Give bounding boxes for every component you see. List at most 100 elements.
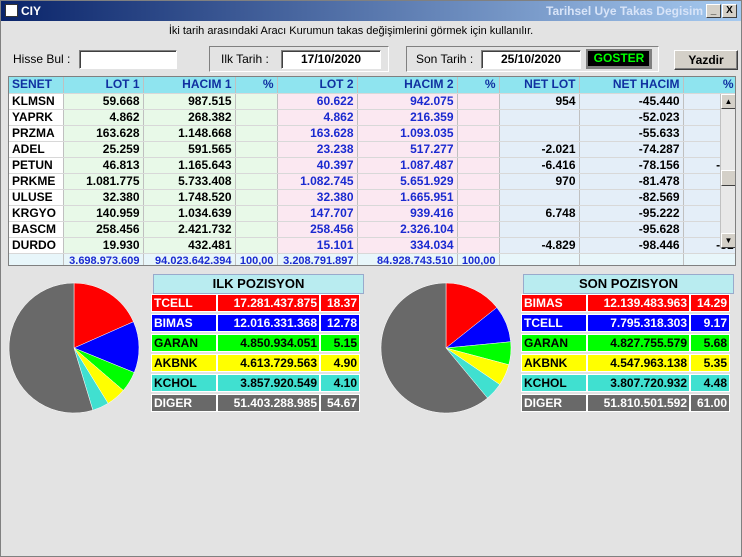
table-row[interactable]: PRZMA 163.628 1.148.668 163.628 1.093.035 -55…: [9, 125, 735, 142]
table-row[interactable]: PETUN 46.813 1.165.643 40.397 1.087.487 -6.41…: [9, 157, 735, 174]
position-pct: 4.48: [690, 374, 730, 392]
position-amount: 4.613.729.563: [217, 354, 320, 372]
son-pozisyon-pie: [380, 282, 512, 414]
grid-cell: -2.021: [499, 141, 580, 158]
grid-cell: [235, 93, 278, 110]
grid-cell: 1.087.487: [357, 157, 458, 174]
grid-header-cell[interactable]: SENET: [9, 77, 64, 94]
position-pct: 5.68: [690, 334, 730, 352]
table-row[interactable]: KRGYO 140.959 1.034.639 147.707 939.416 6.748…: [9, 205, 735, 222]
grid-cell: KRGYO: [9, 205, 64, 222]
grid-cell: [235, 125, 278, 142]
grid-header-cell[interactable]: LOT 2: [277, 77, 358, 94]
grid-header-cell[interactable]: %: [683, 77, 735, 94]
grid-cell: 4.862: [277, 109, 358, 126]
position-code: AKBNK: [521, 354, 587, 372]
total-cell: 94.023.642.394: [143, 253, 236, 265]
grid-cell: 32.380: [277, 189, 358, 206]
grid-cell: [457, 109, 500, 126]
pie-slice-diger: [8, 282, 94, 414]
position-row: DIGER 51.810.501.592 61.00: [521, 394, 730, 412]
position-code: GARAN: [521, 334, 587, 352]
position-pct: 12.78: [320, 314, 360, 332]
grid-cell: 258.456: [63, 221, 144, 238]
position-row: AKBNK 4.613.729.563 4.90: [151, 354, 360, 372]
table-row[interactable]: YAPRK 4.862 268.382 4.862 216.359 -52.023: [9, 109, 735, 126]
grid-body: KLMSN 59.668 987.515 60.622 942.075 954 -45.44…: [9, 93, 735, 265]
grid-cell: [235, 205, 278, 222]
position-pct: 4.90: [320, 354, 360, 372]
title-bar[interactable]: CIY Tarihsel Uye Takas Degisim _ X: [1, 1, 741, 21]
grid-cell: 147.707: [277, 205, 358, 222]
grid-cell: -81.478: [579, 173, 684, 190]
grid-header-cell[interactable]: HACIM 2: [357, 77, 458, 94]
grid-cell: [457, 205, 500, 222]
grid-cell: DURDO: [9, 237, 64, 254]
grid-header-cell[interactable]: %: [235, 77, 278, 94]
scroll-down-icon[interactable]: ▼: [721, 233, 735, 248]
grid-cell: 59.668: [63, 93, 144, 110]
table-row[interactable]: ULUSE 32.380 1.748.520 32.380 1.665.951 -82.5…: [9, 189, 735, 206]
goster-button[interactable]: GOSTER: [586, 49, 652, 69]
son-date-input[interactable]: 25/10/2020: [481, 50, 581, 69]
position-code: GARAN: [151, 334, 217, 352]
hisse-search-input[interactable]: [79, 50, 177, 69]
grid-header-cell[interactable]: %: [457, 77, 500, 94]
minimize-button[interactable]: _: [706, 4, 721, 18]
grid-cell: [235, 189, 278, 206]
grid-cell: 19.930: [63, 237, 144, 254]
total-cell: [579, 253, 684, 265]
table-row[interactable]: KLMSN 59.668 987.515 60.622 942.075 954 -45.44…: [9, 93, 735, 110]
position-pct: 9.17: [690, 314, 730, 332]
grid-cell: 1.148.668: [143, 125, 236, 142]
app-icon[interactable]: [5, 4, 18, 17]
grid-cell: [499, 189, 580, 206]
grid-cell: 987.515: [143, 93, 236, 110]
grid-cell: -95.222: [579, 205, 684, 222]
grid-cell: 517.277: [357, 141, 458, 158]
grid-cell: [457, 173, 500, 190]
pie-slice-diger: [380, 282, 488, 414]
grid-header-cell[interactable]: LOT 1: [63, 77, 144, 94]
grid-cell: -74.287: [579, 141, 684, 158]
app-name: CIY: [21, 4, 42, 18]
grid-cell: 6.748: [499, 205, 580, 222]
ilk-date-group: [209, 46, 389, 72]
table-row[interactable]: DURDO 19.930 432.481 15.101 334.034 -4.829 -98…: [9, 237, 735, 254]
yazdir-button[interactable]: Yazdir: [674, 50, 738, 70]
takas-grid[interactable]: SENET LOT 1 HACIM 1% LOT 2 HACIM 2% NET LOT NE…: [8, 76, 736, 266]
ilk-pozisyon-pie: [8, 282, 140, 414]
position-row: BIMAS 12.139.483.963 14.29: [521, 294, 730, 312]
grid-cell: [457, 237, 500, 254]
grid-header-cell[interactable]: NET LOT: [499, 77, 580, 94]
grid-cell: [499, 109, 580, 126]
grid-cell: [235, 141, 278, 158]
grid-scrollbar[interactable]: ▲ ▼: [720, 94, 735, 248]
ilk-date-input[interactable]: 17/10/2020: [281, 50, 381, 69]
grid-cell: -95.628: [579, 221, 684, 238]
scroll-thumb[interactable]: [721, 170, 735, 186]
scroll-up-icon[interactable]: ▲: [721, 94, 735, 109]
grid-cell: 1.093.035: [357, 125, 458, 142]
close-button[interactable]: X: [722, 4, 737, 18]
grid-cell: 25.259: [63, 141, 144, 158]
grid-cell: [235, 109, 278, 126]
position-code: TCELL: [521, 314, 587, 332]
position-amount: 51.403.288.985: [217, 394, 320, 412]
grid-cell: 23.238: [277, 141, 358, 158]
grid-cell: [235, 157, 278, 174]
grid-cell: ADEL: [9, 141, 64, 158]
grid-header-cell[interactable]: HACIM 1: [143, 77, 236, 94]
table-row[interactable]: PRKME 1.081.775 5.733.408 1.082.745 5.651.92…: [9, 173, 735, 190]
son-date-label: Son Tarih :: [416, 52, 474, 66]
table-row[interactable]: BASCM 258.456 2.421.732 258.456 2.326.104 -95…: [9, 221, 735, 238]
position-amount: 4.827.755.579: [587, 334, 690, 352]
table-row[interactable]: ADEL 25.259 591.565 23.238 517.277 -2.021 -74.…: [9, 141, 735, 158]
position-pct: 18.37: [320, 294, 360, 312]
hisse-label: Hisse Bul :: [13, 52, 71, 66]
grid-header-cell[interactable]: NET HACIM: [579, 77, 684, 94]
grid-cell: 939.416: [357, 205, 458, 222]
grid-cell: [457, 157, 500, 174]
grid-cell: [457, 189, 500, 206]
grid-cell: -4.829: [499, 237, 580, 254]
